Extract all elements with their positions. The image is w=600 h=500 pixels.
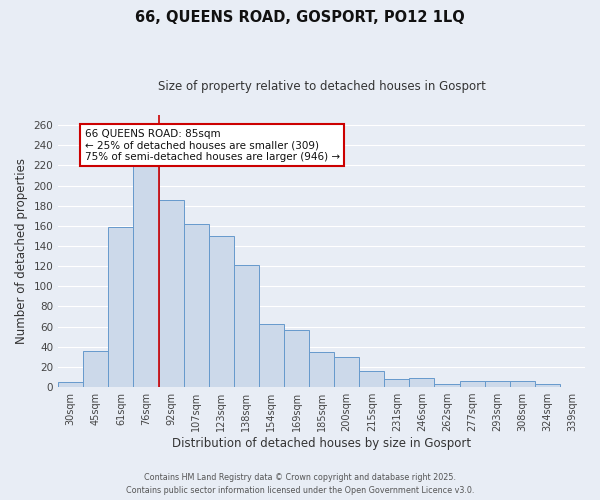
Bar xyxy=(309,352,334,387)
Bar xyxy=(209,236,234,387)
Bar xyxy=(510,381,535,387)
Y-axis label: Number of detached properties: Number of detached properties xyxy=(15,158,28,344)
Bar xyxy=(259,324,284,387)
Bar xyxy=(385,379,409,387)
Bar xyxy=(133,166,158,387)
Text: 66, QUEENS ROAD, GOSPORT, PO12 1LQ: 66, QUEENS ROAD, GOSPORT, PO12 1LQ xyxy=(135,10,465,25)
Text: Contains HM Land Registry data © Crown copyright and database right 2025.
Contai: Contains HM Land Registry data © Crown c… xyxy=(126,474,474,495)
Bar xyxy=(234,265,259,387)
Bar xyxy=(460,381,485,387)
Bar xyxy=(284,330,309,387)
Bar xyxy=(83,351,109,387)
Bar xyxy=(334,357,359,387)
Bar xyxy=(58,382,83,387)
Title: Size of property relative to detached houses in Gosport: Size of property relative to detached ho… xyxy=(158,80,485,93)
Bar xyxy=(184,224,209,387)
Bar xyxy=(409,378,434,387)
Text: 66 QUEENS ROAD: 85sqm
← 25% of detached houses are smaller (309)
75% of semi-det: 66 QUEENS ROAD: 85sqm ← 25% of detached … xyxy=(85,128,340,162)
Bar xyxy=(535,384,560,387)
Bar xyxy=(158,200,184,387)
Bar xyxy=(434,384,460,387)
Bar xyxy=(109,227,133,387)
Bar xyxy=(485,381,510,387)
Bar xyxy=(359,371,385,387)
X-axis label: Distribution of detached houses by size in Gosport: Distribution of detached houses by size … xyxy=(172,437,471,450)
